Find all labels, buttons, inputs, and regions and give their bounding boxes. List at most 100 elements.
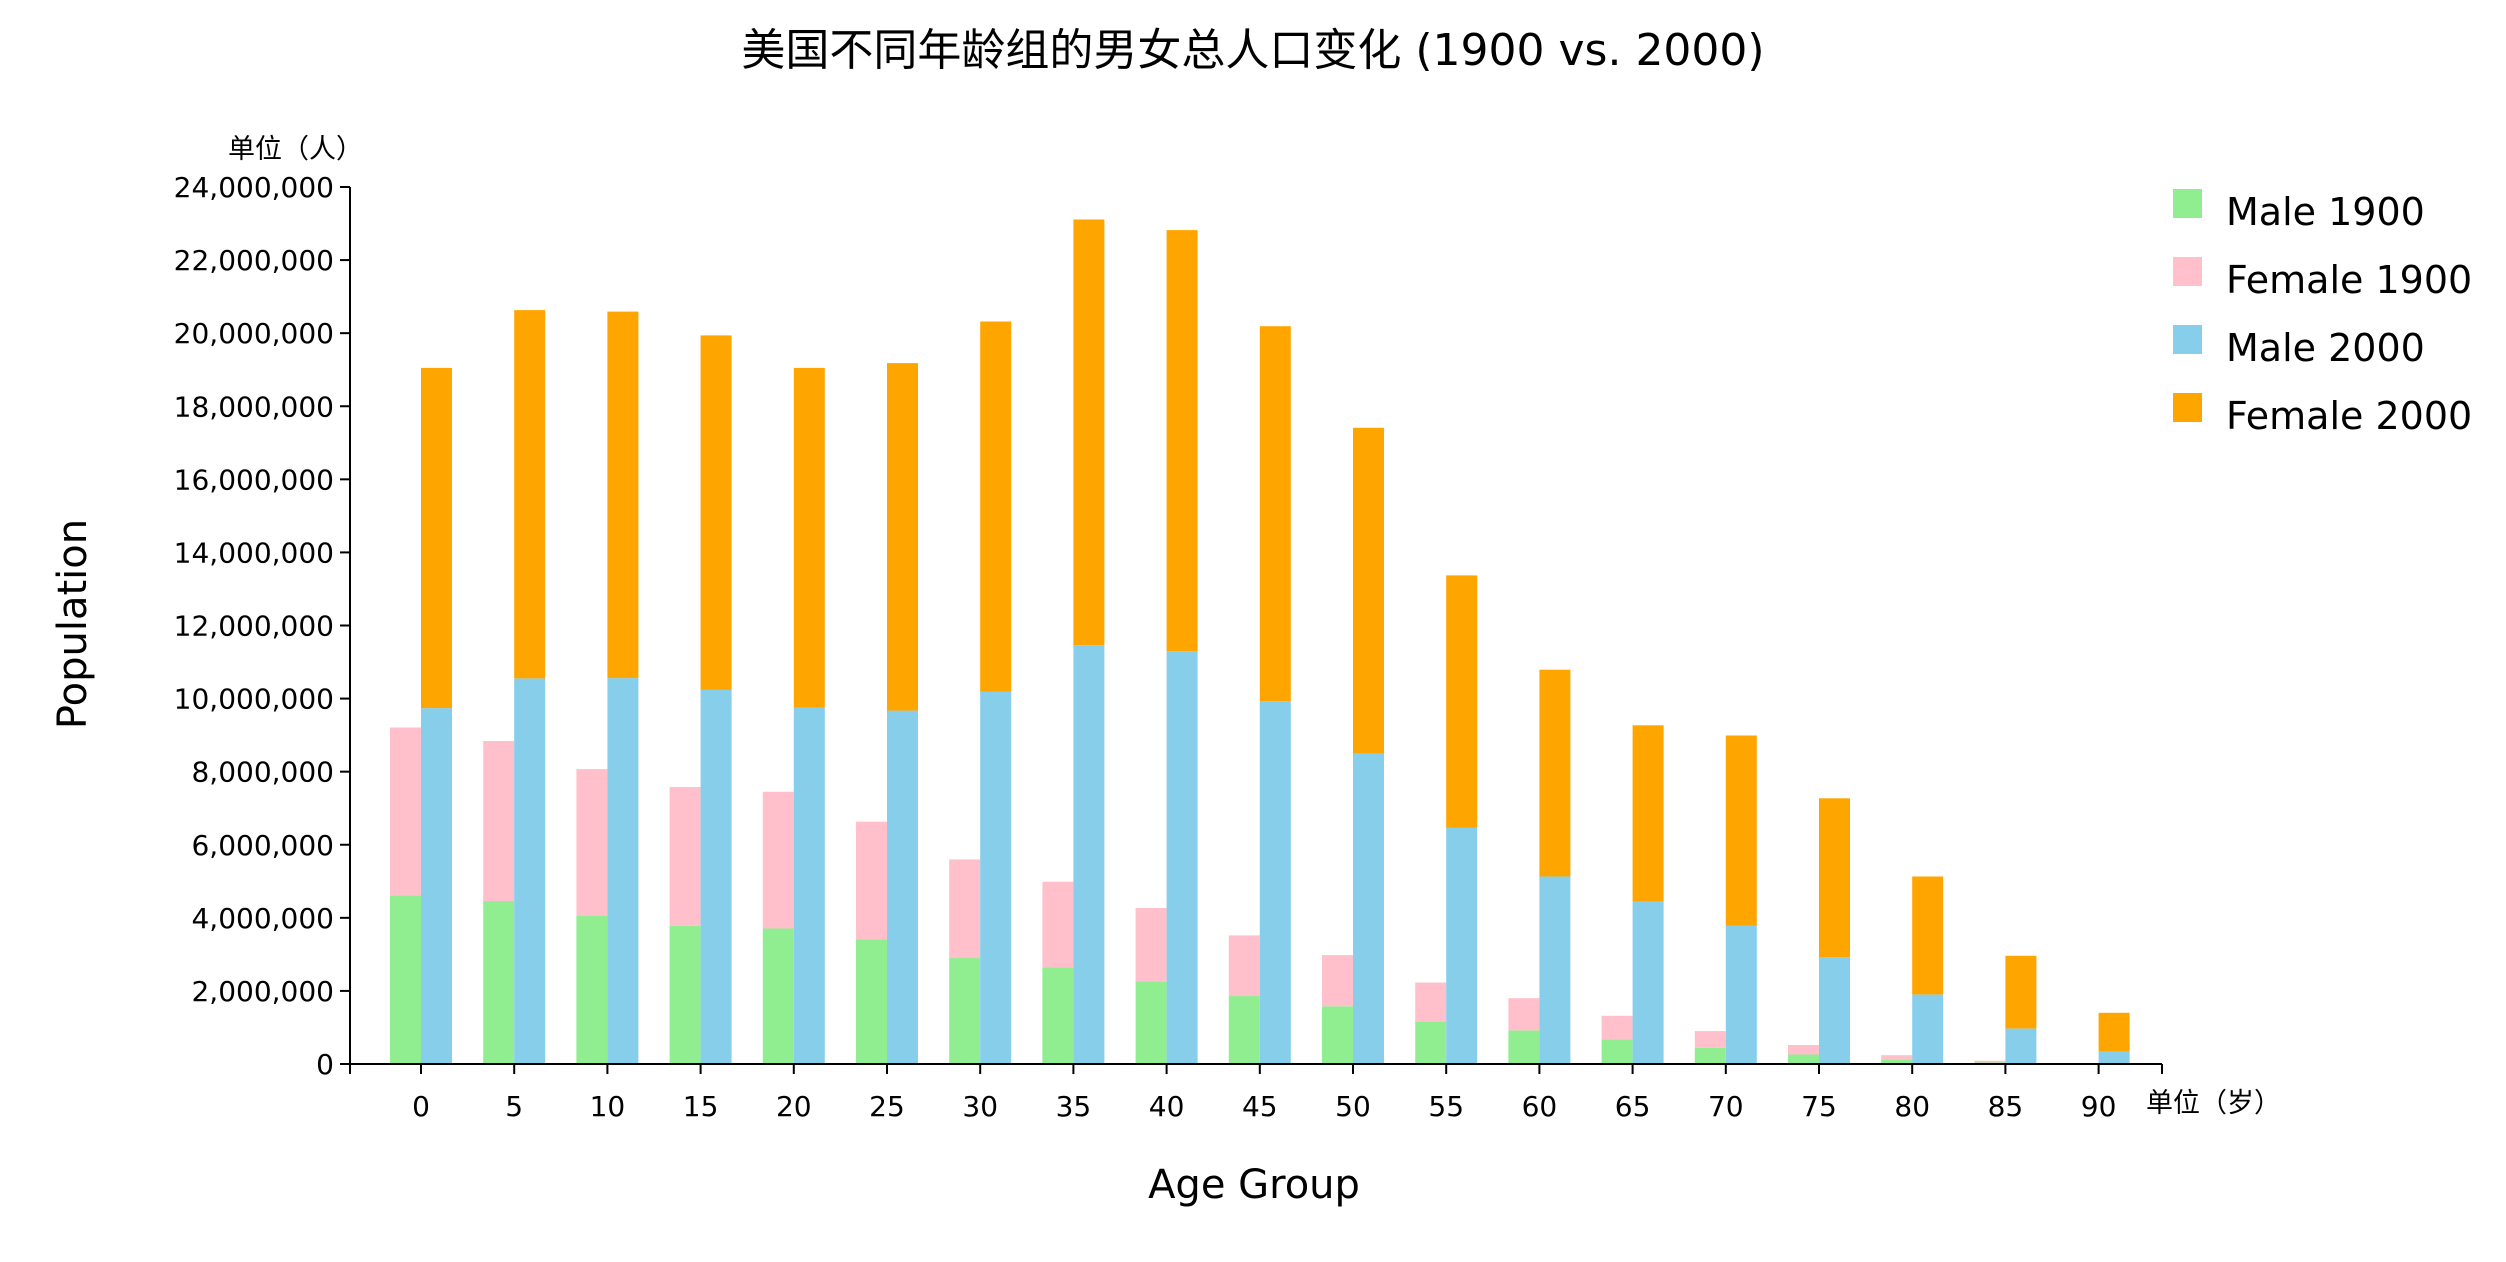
bar-male-2000-age-60 xyxy=(1539,876,1571,1064)
bar-male-1900-age-0 xyxy=(390,895,421,1064)
x-tick-label: 5 xyxy=(505,1090,523,1123)
bar-female-1900-age-0 xyxy=(390,727,421,896)
bar-male-2000-age-15 xyxy=(700,689,732,1064)
bar-female-2000-age-70 xyxy=(1725,735,1757,926)
bar-male-2000-age-70 xyxy=(1725,925,1757,1064)
bar-male-1900-age-45 xyxy=(1228,996,1260,1064)
bar-male-2000-age-0 xyxy=(421,708,452,1064)
bar-female-2000-age-15 xyxy=(700,335,732,690)
bar-male-2000-age-75 xyxy=(1819,957,1850,1064)
bar-female-2000-age-80 xyxy=(1912,876,1944,995)
legend-label: Female 2000 xyxy=(2226,394,2472,438)
x-tick-label: 40 xyxy=(1149,1090,1185,1123)
bar-female-2000-age-40 xyxy=(1166,230,1198,652)
x-tick-label: 30 xyxy=(962,1090,998,1123)
bar-male-2000-age-90 xyxy=(2098,1051,2130,1064)
x-tick-label: 25 xyxy=(869,1090,905,1123)
y-tick-label: 0 xyxy=(316,1048,334,1081)
bar-male-2000-age-5 xyxy=(514,678,546,1064)
bar-female-1900-age-55 xyxy=(1415,982,1447,1022)
x-tick-label: 35 xyxy=(1056,1090,1092,1123)
bar-female-1900-age-65 xyxy=(1601,1015,1633,1040)
y-tick-label: 10,000,000 xyxy=(174,683,334,716)
bar-female-2000-age-65 xyxy=(1632,725,1664,902)
bar-female-2000-age-20 xyxy=(793,367,825,708)
bar-female-2000-age-30 xyxy=(980,321,1012,692)
x-tick-label: 45 xyxy=(1242,1090,1278,1123)
bar-male-2000-age-50 xyxy=(1353,753,1384,1064)
x-tick-label: 90 xyxy=(2081,1090,2117,1123)
bar-male-2000-age-80 xyxy=(1912,994,1944,1064)
bar-male-1900-age-30 xyxy=(949,958,981,1064)
bar-female-2000-age-90 xyxy=(2098,1012,2130,1052)
y-unit-label: 单位（人） xyxy=(228,134,363,165)
bar-male-1900-age-25 xyxy=(856,939,887,1064)
bar-female-2000-age-10 xyxy=(607,311,639,679)
bar-female-2000-age-5 xyxy=(514,310,546,679)
bar-female-1900-age-85 xyxy=(1974,1060,2006,1063)
bar-male-2000-age-20 xyxy=(793,707,825,1064)
legend: Male 1900 Female 1900 Male 2000 Female 2000 xyxy=(2173,189,2472,438)
bar-male-1900-age-80 xyxy=(1881,1060,1913,1064)
bar-female-1900-age-25 xyxy=(856,821,887,940)
y-tick-label: 18,000,000 xyxy=(174,390,334,423)
bar-female-1900-age-60 xyxy=(1508,998,1540,1031)
bar-female-2000-age-60 xyxy=(1539,669,1571,877)
y-tick-label: 16,000,000 xyxy=(174,463,334,496)
x-tick-label: 55 xyxy=(1428,1090,1464,1123)
bar-male-2000-age-10 xyxy=(607,678,639,1064)
x-tick-label: 0 xyxy=(412,1090,430,1123)
bar-female-1900-age-15 xyxy=(669,787,701,926)
bar-male-1900-age-20 xyxy=(762,928,794,1064)
bar-female-1900-age-70 xyxy=(1694,1031,1726,1048)
y-tick-label: 22,000,000 xyxy=(174,244,334,277)
bar-male-1900-age-10 xyxy=(576,915,608,1064)
x-tick-label: 60 xyxy=(1522,1090,1558,1123)
bar-female-2000-age-25 xyxy=(887,363,918,711)
bar-female-2000-age-75 xyxy=(1819,798,1850,958)
y-tick-label: 12,000,000 xyxy=(174,610,334,643)
bar-female-2000-age-35 xyxy=(1073,219,1105,646)
bar-female-1900-age-75 xyxy=(1788,1045,1819,1055)
x-tick-label: 85 xyxy=(1988,1090,2024,1123)
bar-female-1900-age-80 xyxy=(1881,1055,1913,1060)
bar-male-2000-age-85 xyxy=(2005,1028,2037,1064)
y-tick-label: 8,000,000 xyxy=(191,756,334,789)
y-tick-label: 20,000,000 xyxy=(174,317,334,350)
legend-swatch xyxy=(2173,393,2202,422)
bar-male-1900-age-65 xyxy=(1601,1039,1633,1064)
x-unit-label: 单位（岁） xyxy=(2146,1088,2281,1119)
legend-label: Male 2000 xyxy=(2226,326,2425,370)
bar-female-1900-age-35 xyxy=(1042,881,1074,968)
x-tick-label: 75 xyxy=(1801,1090,1837,1123)
bar-male-2000-age-45 xyxy=(1259,701,1291,1064)
bar-female-1900-age-10 xyxy=(576,769,608,916)
x-tick-label: 70 xyxy=(1708,1090,1744,1123)
bar-female-1900-age-50 xyxy=(1322,955,1353,1007)
x-tick-label: 80 xyxy=(1894,1090,1930,1123)
x-tick-label: 10 xyxy=(590,1090,626,1123)
y-tick-label: 14,000,000 xyxy=(174,536,334,569)
bar-male-2000-age-30 xyxy=(980,691,1012,1064)
y-axis-title: Population xyxy=(50,519,96,729)
y-tick-label: 6,000,000 xyxy=(191,829,334,862)
bar-male-1900-age-35 xyxy=(1042,967,1074,1064)
x-tick-label: 50 xyxy=(1335,1090,1371,1123)
bar-male-1900-age-70 xyxy=(1694,1047,1726,1064)
y-tick-label: 24,000,000 xyxy=(174,171,334,204)
bar-male-1900-age-60 xyxy=(1508,1030,1540,1064)
bar-female-1900-age-45 xyxy=(1228,935,1260,997)
x-axis-title: Age Group xyxy=(1148,1162,1360,1208)
bar-male-2000-age-35 xyxy=(1073,645,1105,1064)
legend-swatch xyxy=(2173,257,2202,286)
chart-title: 美国不同年龄组的男女总人口变化 (1900 vs. 2000) xyxy=(741,25,1764,76)
bar-female-2000-age-85 xyxy=(2005,955,2037,1029)
bar-male-1900-age-75 xyxy=(1788,1054,1819,1064)
x-tick-label: 15 xyxy=(683,1090,719,1123)
bar-male-1900-age-15 xyxy=(669,925,701,1064)
y-tick-label: 2,000,000 xyxy=(191,975,334,1008)
bar-female-1900-age-20 xyxy=(762,791,794,929)
bar-male-1900-age-55 xyxy=(1415,1022,1447,1064)
x-tick-label: 20 xyxy=(776,1090,812,1123)
